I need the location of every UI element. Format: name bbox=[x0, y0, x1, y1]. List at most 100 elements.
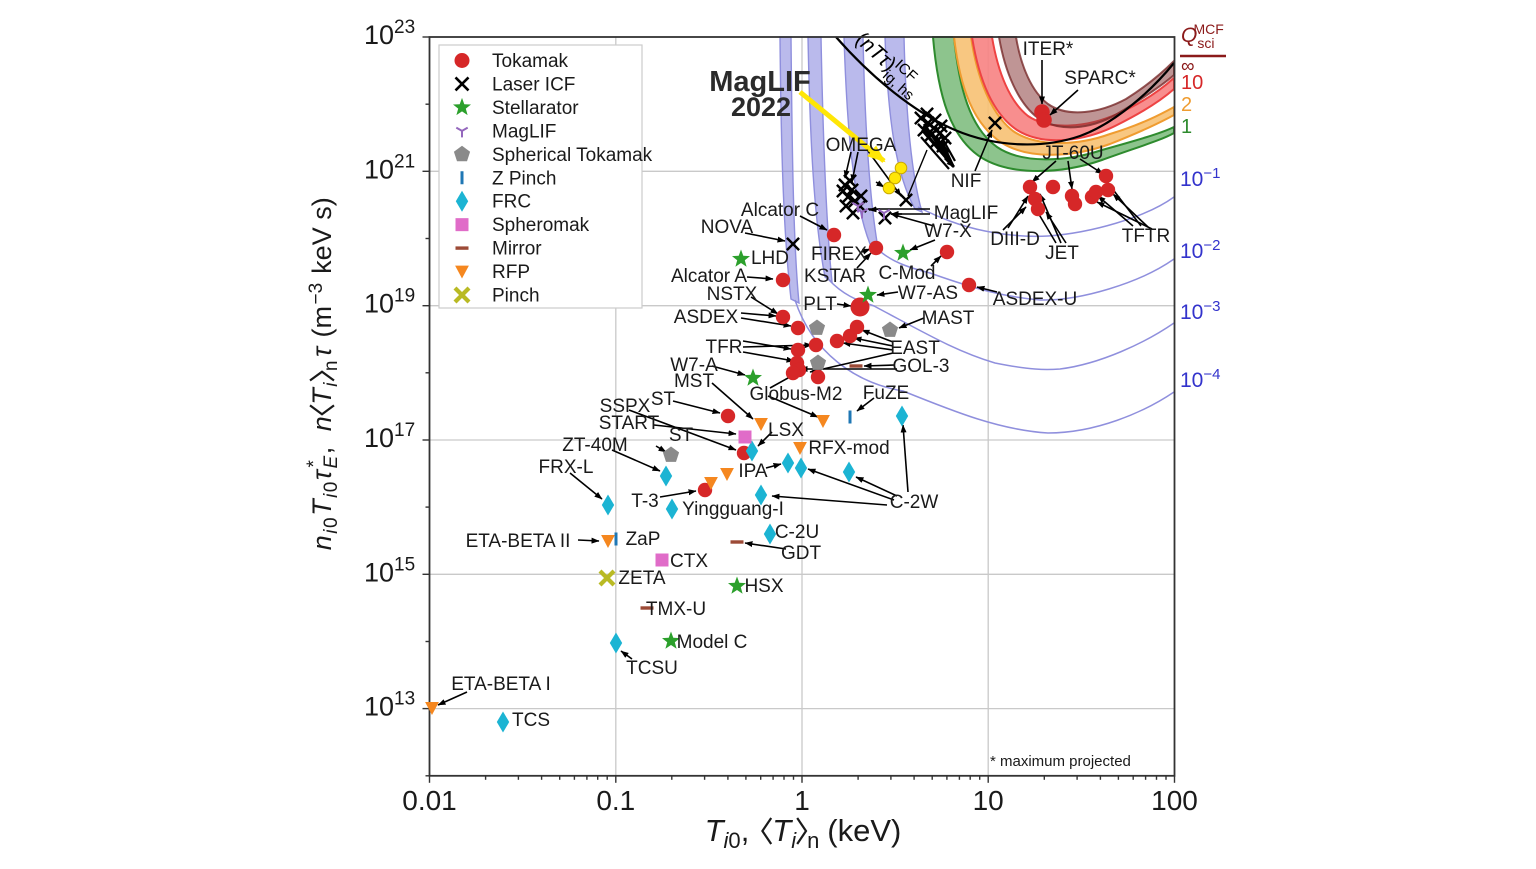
svg-text:i: i bbox=[321, 382, 342, 387]
svg-text:Model C: Model C bbox=[677, 632, 748, 653]
svg-text:Stellarator: Stellarator bbox=[492, 98, 579, 119]
svg-text:CTX: CTX bbox=[670, 551, 708, 572]
svg-text:0.01: 0.01 bbox=[402, 785, 457, 816]
svg-text:1: 1 bbox=[794, 785, 810, 816]
svg-text:DIII-D: DIII-D bbox=[990, 229, 1040, 250]
svg-text:0: 0 bbox=[728, 828, 740, 853]
svg-text:(m: (m bbox=[307, 306, 337, 337]
svg-text:MagLIF: MagLIF bbox=[709, 66, 811, 98]
svg-text:∞: ∞ bbox=[1181, 56, 1195, 77]
svg-text:* maximum projected: * maximum projected bbox=[990, 753, 1131, 770]
svg-text:ST: ST bbox=[651, 389, 676, 410]
svg-text:E: E bbox=[321, 456, 342, 469]
svg-text:Tokamak: Tokamak bbox=[492, 51, 569, 72]
svg-text:TFR: TFR bbox=[706, 337, 743, 358]
svg-text:Alcator A: Alcator A bbox=[671, 266, 747, 287]
svg-text:T: T bbox=[705, 813, 726, 848]
svg-text:LHD: LHD bbox=[751, 248, 789, 269]
svg-text:*: * bbox=[304, 460, 325, 468]
svg-text:1: 1 bbox=[1181, 116, 1192, 138]
svg-text:ETA-BETA I: ETA-BETA I bbox=[451, 674, 551, 695]
svg-text:ST: ST bbox=[669, 425, 694, 446]
svg-text:0.1: 0.1 bbox=[596, 785, 635, 816]
svg-text:START: START bbox=[599, 413, 660, 434]
svg-text:2022: 2022 bbox=[731, 92, 791, 122]
svg-text:τ: τ bbox=[307, 468, 337, 480]
svg-text:HSX: HSX bbox=[744, 576, 783, 597]
svg-text:NOVA: NOVA bbox=[701, 217, 754, 238]
svg-text:JET: JET bbox=[1045, 243, 1079, 264]
svg-text:EAST: EAST bbox=[890, 338, 940, 359]
svg-text:NSTX: NSTX bbox=[707, 284, 758, 305]
svg-text:ITER*: ITER* bbox=[1023, 39, 1074, 60]
svg-text:KSTAR: KSTAR bbox=[804, 266, 866, 287]
svg-text:Yingguang-I: Yingguang-I bbox=[682, 499, 784, 520]
svg-text:W7-X: W7-X bbox=[924, 221, 972, 242]
svg-text:GOL-3: GOL-3 bbox=[892, 356, 949, 377]
svg-text:C-2U: C-2U bbox=[775, 522, 819, 543]
svg-text:T: T bbox=[307, 497, 337, 516]
svg-text:TCS: TCS bbox=[512, 710, 550, 731]
svg-text:Z Pinch: Z Pinch bbox=[492, 168, 556, 189]
svg-text:0: 0 bbox=[321, 517, 342, 528]
svg-text:GDT: GDT bbox=[781, 543, 822, 564]
svg-text:i: i bbox=[724, 828, 730, 853]
svg-text:TCSU: TCSU bbox=[626, 658, 678, 679]
svg-text:Alcator C: Alcator C bbox=[741, 200, 819, 221]
svg-text:,: , bbox=[307, 447, 337, 455]
svg-text:FRC: FRC bbox=[492, 192, 531, 213]
svg-text:SSPX: SSPX bbox=[600, 396, 651, 417]
svg-text:NIF: NIF bbox=[951, 171, 982, 192]
svg-text:C-2W: C-2W bbox=[890, 492, 939, 513]
svg-text:ZT-40M: ZT-40M bbox=[562, 435, 627, 456]
svg-text:ASDEX-U: ASDEX-U bbox=[993, 289, 1077, 310]
svg-text:(keV): (keV) bbox=[827, 813, 901, 848]
svg-text:MST: MST bbox=[674, 371, 715, 392]
svg-text:T: T bbox=[307, 386, 337, 405]
svg-text:i: i bbox=[321, 529, 342, 534]
svg-text:1021: 1021 bbox=[364, 151, 415, 184]
svg-text:W7-AS: W7-AS bbox=[898, 283, 958, 304]
svg-text:10: 10 bbox=[1181, 72, 1203, 94]
svg-text:TFTR: TFTR bbox=[1122, 226, 1171, 247]
svg-text:Laser ICF: Laser ICF bbox=[492, 74, 575, 95]
svg-text:n: n bbox=[307, 535, 337, 550]
svg-text:Pinch: Pinch bbox=[492, 286, 540, 307]
svg-text:Globus-M2: Globus-M2 bbox=[750, 384, 843, 405]
svg-text:IPA: IPA bbox=[738, 461, 768, 482]
svg-text:C-Mod: C-Mod bbox=[878, 263, 935, 284]
svg-text:RFX-mod: RFX-mod bbox=[808, 438, 889, 459]
svg-text:τ: τ bbox=[307, 345, 337, 357]
svg-text:W7-A: W7-A bbox=[670, 355, 718, 376]
svg-text:JT-60U: JT-60U bbox=[1042, 143, 1103, 164]
svg-text:QsciMCF: QsciMCF bbox=[1181, 21, 1224, 51]
svg-text:i: i bbox=[321, 493, 342, 498]
svg-text:,: , bbox=[741, 813, 750, 848]
svg-text:MagLIF: MagLIF bbox=[492, 121, 556, 142]
svg-text:SPARC*: SPARC* bbox=[1064, 68, 1136, 89]
svg-text:FuZE: FuZE bbox=[863, 383, 909, 404]
svg-text:0: 0 bbox=[321, 482, 342, 493]
svg-text:OMEGA: OMEGA bbox=[826, 135, 897, 156]
svg-text:T-3: T-3 bbox=[631, 491, 658, 512]
svg-text:RFP: RFP bbox=[492, 262, 530, 283]
svg-text:n: n bbox=[307, 416, 337, 431]
svg-text:10: 10 bbox=[973, 785, 1004, 816]
svg-text:−3: −3 bbox=[306, 283, 327, 305]
svg-text:MAST: MAST bbox=[922, 308, 975, 329]
svg-text:n: n bbox=[321, 361, 342, 372]
svg-text:ASDEX: ASDEX bbox=[674, 307, 739, 328]
svg-text:keV s): keV s) bbox=[307, 197, 337, 274]
svg-text:T: T bbox=[772, 813, 793, 848]
svg-text:ZaP: ZaP bbox=[626, 529, 661, 550]
svg-text:MagLIF: MagLIF bbox=[934, 203, 998, 224]
svg-text:ETA-BETA II: ETA-BETA II bbox=[466, 531, 571, 552]
svg-text:TMX-U: TMX-U bbox=[646, 599, 706, 620]
svg-text:Spherical Tokamak: Spherical Tokamak bbox=[492, 145, 653, 166]
svg-text:n: n bbox=[807, 828, 819, 853]
svg-text:LSX: LSX bbox=[768, 420, 804, 441]
svg-text:100: 100 bbox=[1151, 785, 1198, 816]
svg-text:FRX-L: FRX-L bbox=[539, 457, 594, 478]
svg-text:FIREX: FIREX bbox=[811, 244, 867, 265]
svg-text:Mirror: Mirror bbox=[492, 239, 542, 260]
